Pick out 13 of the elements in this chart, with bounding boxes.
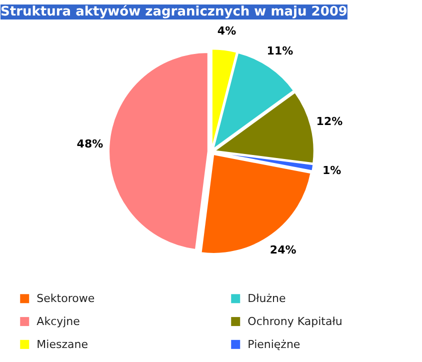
legend-label: Sektorowe <box>36 292 95 306</box>
data-label: 11% <box>266 44 294 58</box>
data-label: 1% <box>322 164 342 178</box>
legend-label: Ochrony Kapitału <box>248 315 342 328</box>
legend-label: Pieniężne <box>248 338 300 351</box>
data-label: 4% <box>217 24 236 38</box>
data-label: 12% <box>316 114 343 128</box>
legend-label: Akcyjne <box>36 315 80 328</box>
legend-label: Mieszane <box>36 338 88 351</box>
data-label: 48% <box>76 137 104 150</box>
chart-title: Struktura aktywów zagranicznych w maju 2009 <box>0 4 348 20</box>
data-label: 24% <box>270 244 296 257</box>
legend-label: Dłużne <box>248 292 286 306</box>
